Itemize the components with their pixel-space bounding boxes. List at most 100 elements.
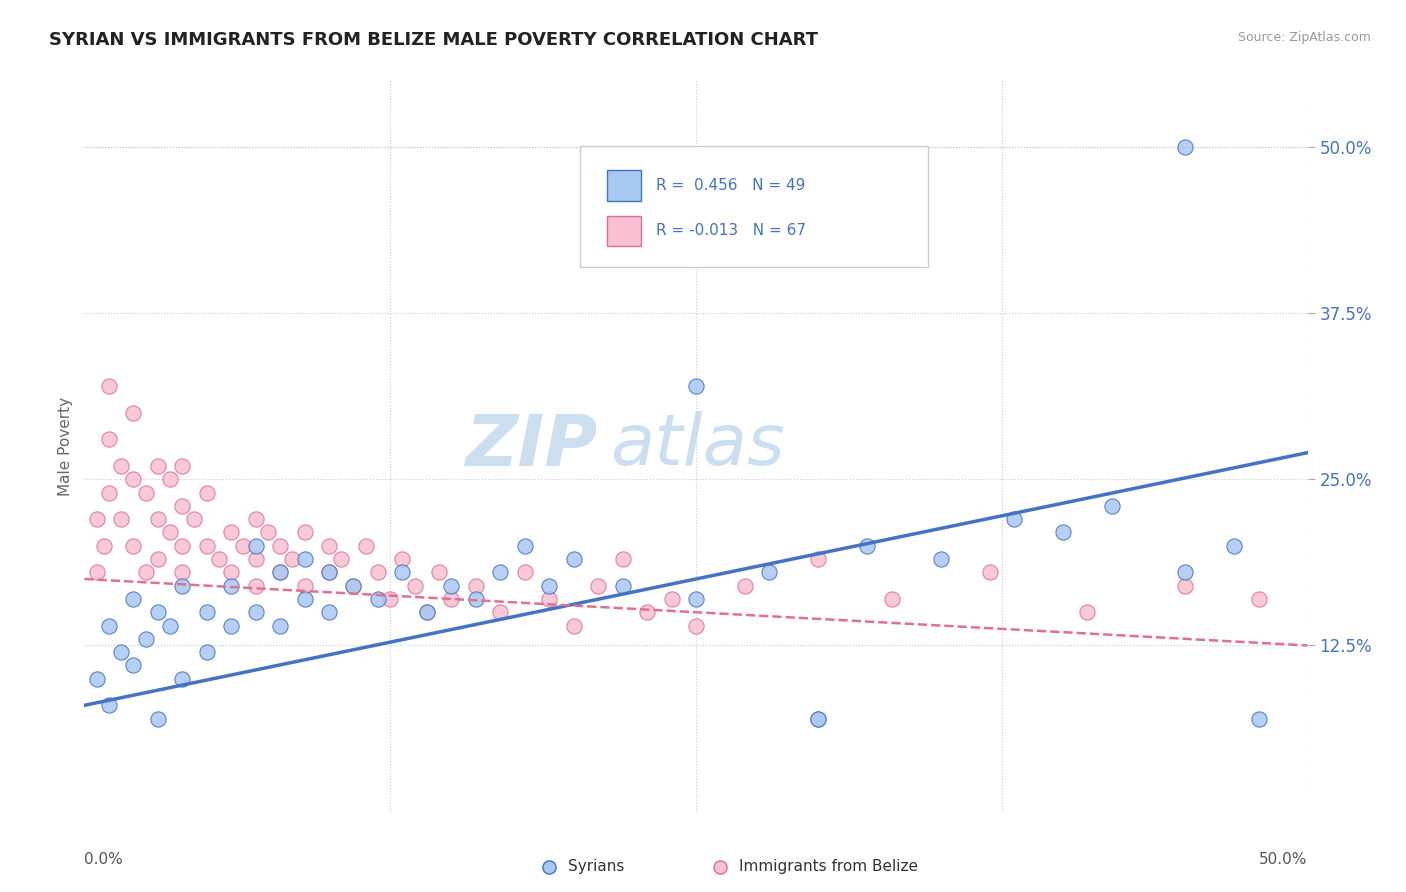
Text: SYRIAN VS IMMIGRANTS FROM BELIZE MALE POVERTY CORRELATION CHART: SYRIAN VS IMMIGRANTS FROM BELIZE MALE PO… bbox=[49, 31, 818, 49]
Point bbox=[146, 512, 169, 526]
Point bbox=[427, 566, 450, 580]
Point bbox=[294, 591, 316, 606]
Point bbox=[440, 579, 463, 593]
Point bbox=[354, 539, 377, 553]
Point bbox=[1174, 579, 1197, 593]
Point bbox=[807, 712, 830, 726]
Point bbox=[380, 591, 402, 606]
Point bbox=[245, 579, 267, 593]
Point bbox=[172, 499, 194, 513]
Point bbox=[172, 539, 194, 553]
Text: ZIP: ZIP bbox=[465, 411, 598, 481]
Text: Source: ZipAtlas.com: Source: ZipAtlas.com bbox=[1237, 31, 1371, 45]
Point bbox=[122, 406, 145, 420]
Point bbox=[269, 539, 291, 553]
Point bbox=[1247, 712, 1270, 726]
Point bbox=[612, 552, 634, 566]
Point bbox=[318, 566, 340, 580]
Text: Syrians: Syrians bbox=[568, 859, 624, 874]
Text: R = -0.013   N = 67: R = -0.013 N = 67 bbox=[655, 224, 806, 238]
Point bbox=[1223, 539, 1246, 553]
Point bbox=[219, 579, 242, 593]
Point bbox=[636, 605, 658, 619]
Point bbox=[391, 552, 413, 566]
Point bbox=[562, 552, 585, 566]
Point bbox=[562, 618, 585, 632]
Text: R =  0.456   N = 49: R = 0.456 N = 49 bbox=[655, 178, 806, 193]
Text: atlas: atlas bbox=[610, 411, 785, 481]
Point bbox=[257, 525, 280, 540]
Point bbox=[929, 552, 952, 566]
Point bbox=[1247, 591, 1270, 606]
Point bbox=[232, 539, 254, 553]
Point bbox=[86, 672, 108, 686]
Point bbox=[172, 672, 194, 686]
Point bbox=[342, 579, 364, 593]
Point bbox=[1174, 566, 1197, 580]
Bar bbox=[606, 216, 641, 246]
Point bbox=[195, 485, 218, 500]
Point bbox=[135, 485, 157, 500]
Point bbox=[612, 579, 634, 593]
Point bbox=[489, 566, 512, 580]
Point bbox=[979, 566, 1001, 580]
Point bbox=[342, 579, 364, 593]
Bar bbox=[606, 170, 641, 201]
Point bbox=[97, 698, 120, 713]
Point bbox=[734, 579, 756, 593]
Point bbox=[294, 579, 316, 593]
Text: 0.0%: 0.0% bbox=[84, 852, 124, 867]
Point bbox=[856, 539, 879, 553]
Point bbox=[195, 605, 218, 619]
Point bbox=[880, 591, 903, 606]
Point bbox=[685, 379, 707, 393]
Point bbox=[1174, 140, 1197, 154]
Point bbox=[416, 605, 439, 619]
Point bbox=[122, 539, 145, 553]
Point bbox=[93, 539, 115, 553]
Point bbox=[318, 539, 340, 553]
Point bbox=[208, 552, 231, 566]
Point bbox=[1076, 605, 1098, 619]
Point bbox=[219, 566, 242, 580]
Point bbox=[245, 605, 267, 619]
Point bbox=[183, 512, 205, 526]
Point bbox=[294, 552, 316, 566]
Point bbox=[269, 566, 291, 580]
Point bbox=[513, 566, 536, 580]
Point bbox=[110, 458, 132, 473]
Point bbox=[807, 712, 830, 726]
Point bbox=[586, 579, 609, 593]
Point bbox=[538, 591, 561, 606]
Point bbox=[1101, 499, 1123, 513]
Point bbox=[330, 552, 353, 566]
Point bbox=[1052, 525, 1074, 540]
Point bbox=[807, 552, 830, 566]
Point bbox=[146, 552, 169, 566]
Point bbox=[464, 591, 486, 606]
Point bbox=[245, 512, 267, 526]
Point bbox=[110, 512, 132, 526]
Point bbox=[172, 579, 194, 593]
Point bbox=[269, 566, 291, 580]
Point bbox=[219, 618, 242, 632]
Point bbox=[86, 512, 108, 526]
Point bbox=[245, 552, 267, 566]
Point bbox=[685, 591, 707, 606]
Point bbox=[513, 539, 536, 553]
Point bbox=[146, 712, 169, 726]
Point bbox=[440, 591, 463, 606]
Point bbox=[195, 645, 218, 659]
Point bbox=[97, 618, 120, 632]
Point bbox=[219, 525, 242, 540]
Point bbox=[110, 645, 132, 659]
Point bbox=[294, 525, 316, 540]
Point bbox=[122, 472, 145, 486]
Point bbox=[538, 579, 561, 593]
Point bbox=[172, 566, 194, 580]
Point bbox=[122, 591, 145, 606]
Point bbox=[97, 485, 120, 500]
Point bbox=[318, 605, 340, 619]
Point bbox=[146, 458, 169, 473]
Point bbox=[489, 605, 512, 619]
